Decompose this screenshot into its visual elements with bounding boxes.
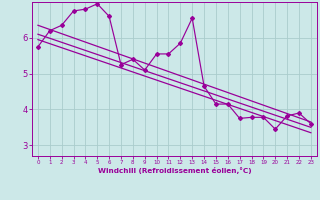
X-axis label: Windchill (Refroidissement éolien,°C): Windchill (Refroidissement éolien,°C) <box>98 167 251 174</box>
